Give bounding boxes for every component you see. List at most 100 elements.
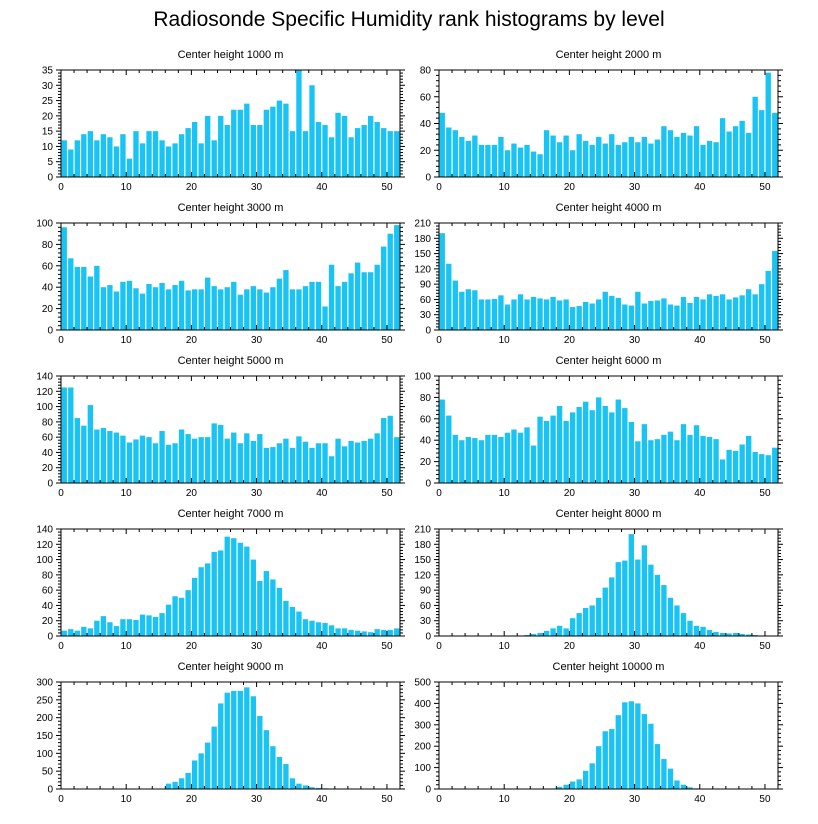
x-tick-label: 10 <box>121 335 133 346</box>
bar <box>687 303 693 330</box>
axis-frame <box>60 681 401 790</box>
bar <box>452 130 458 177</box>
bar <box>745 289 752 330</box>
y-tick-label: 10 <box>42 142 54 153</box>
bar <box>152 287 159 330</box>
y-tick-label: 100 <box>36 402 53 413</box>
bar <box>387 131 393 177</box>
y-tick-label: 100 <box>414 372 431 383</box>
bar <box>309 447 315 483</box>
bar <box>113 291 120 330</box>
bar <box>654 744 661 789</box>
bar <box>296 783 302 789</box>
x-tick-label: 40 <box>694 641 706 652</box>
bar <box>367 438 374 483</box>
bar <box>68 258 74 330</box>
bar <box>661 434 667 483</box>
bar <box>152 616 159 636</box>
x-tick-label: 20 <box>564 488 576 499</box>
bar <box>745 132 752 177</box>
bar <box>354 262 361 330</box>
y-tick-label: 60 <box>420 295 432 306</box>
bar <box>74 140 80 177</box>
bar <box>335 438 341 483</box>
bar <box>374 629 380 636</box>
bar <box>635 441 641 483</box>
y-tick-label: 210 <box>414 525 431 536</box>
x-tick-label: 30 <box>251 335 263 346</box>
bar <box>283 764 289 789</box>
axis-frame <box>438 681 779 790</box>
bar <box>309 787 315 789</box>
panel-title: Center height 5000 m <box>178 355 284 367</box>
bar <box>752 634 758 636</box>
x-tick-label: 40 <box>316 641 328 652</box>
bar <box>622 408 628 483</box>
bar <box>361 440 367 483</box>
bar <box>446 415 452 483</box>
bar <box>563 784 569 789</box>
x-tick-label: 30 <box>629 641 641 652</box>
bar <box>374 121 380 177</box>
bar <box>205 563 211 636</box>
x-tick-label: 30 <box>629 182 641 193</box>
bar <box>556 142 563 177</box>
x-tick-label: 10 <box>499 182 511 193</box>
bar <box>459 440 465 483</box>
bar <box>765 455 771 483</box>
x-tick-label: 0 <box>436 182 442 193</box>
y-tick-label: 20 <box>420 457 432 468</box>
bar <box>289 606 296 636</box>
bar <box>759 454 765 483</box>
bar <box>146 131 152 177</box>
bar <box>250 286 256 330</box>
bar <box>126 442 133 483</box>
y-tick-label: 250 <box>36 695 53 706</box>
y-tick-label: 50 <box>42 767 54 778</box>
bar <box>257 580 263 636</box>
bar <box>765 270 771 330</box>
bar <box>263 730 270 789</box>
bar <box>315 787 322 789</box>
bar <box>244 103 250 177</box>
bar <box>693 296 700 330</box>
bar <box>211 726 217 789</box>
x-tick-label: 20 <box>186 182 198 193</box>
bar <box>348 440 354 483</box>
bar <box>205 277 211 330</box>
x-tick-label: 20 <box>186 335 198 346</box>
bar <box>628 701 634 789</box>
bar <box>726 633 732 636</box>
bar <box>218 289 224 330</box>
x-tick-label: 50 <box>759 182 771 193</box>
bar <box>452 280 458 330</box>
bar <box>231 432 237 483</box>
bar <box>635 703 641 789</box>
bar <box>191 121 198 177</box>
y-tick-label: 0 <box>47 326 53 337</box>
bar <box>667 130 674 177</box>
bar <box>341 115 348 177</box>
bar <box>772 447 778 483</box>
bar <box>61 140 67 177</box>
bar <box>700 144 706 177</box>
bar <box>719 459 726 483</box>
bar <box>517 294 524 330</box>
panel-3: Center height 4000 m 0 10 20 30 40 50 0 30 60 90 12… <box>414 202 783 346</box>
bar <box>244 289 250 330</box>
bar <box>100 287 107 330</box>
bar <box>335 628 341 636</box>
bar <box>302 286 309 330</box>
bar <box>381 246 387 330</box>
y-tick-label: 60 <box>420 92 432 103</box>
bar <box>674 780 680 789</box>
panel-8: Center height 9000 m 0 10 20 30 40 50 0 50 100 150… <box>36 661 405 805</box>
bar <box>739 444 745 483</box>
bar <box>61 227 67 330</box>
y-tick-label: 20 <box>420 146 432 157</box>
bar <box>569 781 576 789</box>
bar <box>120 619 126 636</box>
y-tick-label: 0 <box>425 173 431 184</box>
bar <box>589 144 595 177</box>
bar <box>315 443 322 483</box>
